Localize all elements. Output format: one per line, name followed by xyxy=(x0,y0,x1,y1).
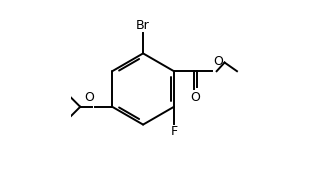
Text: F: F xyxy=(170,125,178,138)
Text: O: O xyxy=(190,91,200,104)
Text: Br: Br xyxy=(136,19,150,32)
Text: O: O xyxy=(213,55,223,68)
Text: O: O xyxy=(84,91,94,104)
